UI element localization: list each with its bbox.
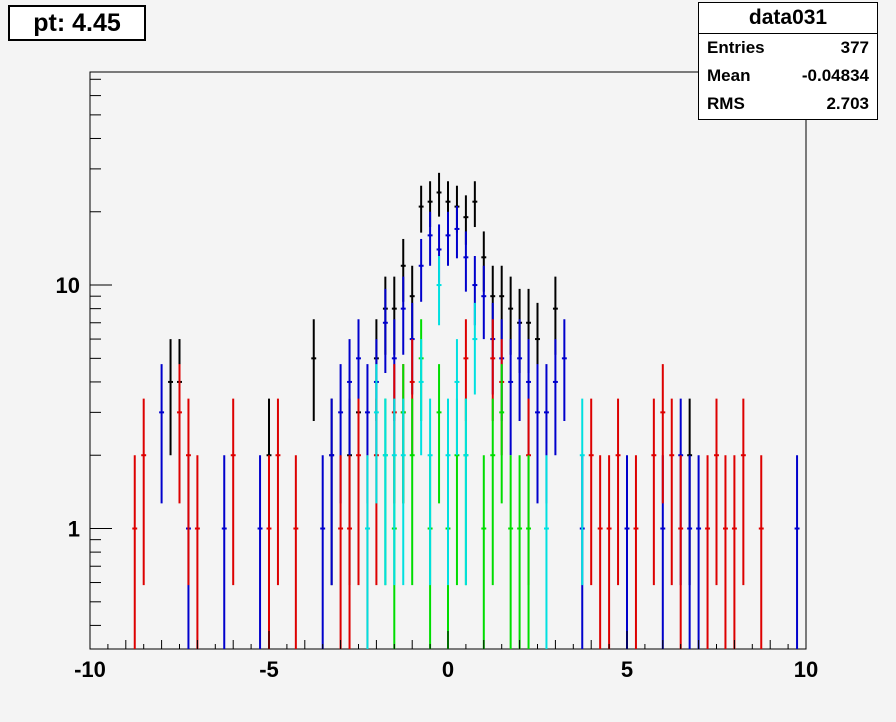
series-5 (364, 255, 585, 649)
stats-label: Mean (707, 66, 751, 85)
stats-name: data031 (699, 3, 877, 34)
stats-label: RMS (707, 94, 745, 113)
x-tick-label: -5 (259, 657, 279, 682)
y-tick-label: 10 (56, 273, 80, 298)
stats-row-rms: RMS 2.703 (699, 90, 877, 118)
stats-label: Entries (707, 38, 765, 57)
stats-value: -0.04834 (801, 66, 869, 85)
stats-box: data031 Entries 377 Mean -0.04834 RMS 2.… (698, 2, 878, 120)
x-tick-label: 5 (621, 657, 633, 682)
x-tick-label: 0 (442, 657, 454, 682)
stats-row-mean: Mean -0.04834 (699, 62, 877, 90)
data-marks (132, 172, 800, 649)
plot-title: pt: 4.45 (8, 5, 146, 41)
x-tick-label: -10 (74, 657, 106, 682)
x-tick-label: 10 (794, 657, 818, 682)
y-tick-label: 1 (68, 517, 80, 542)
axes: -10 -5 0 5 10 1 10 (56, 78, 818, 682)
stats-value: 2.703 (826, 94, 869, 113)
stats-row-entries: Entries 377 (699, 34, 877, 62)
stats-value: 377 (840, 38, 869, 57)
